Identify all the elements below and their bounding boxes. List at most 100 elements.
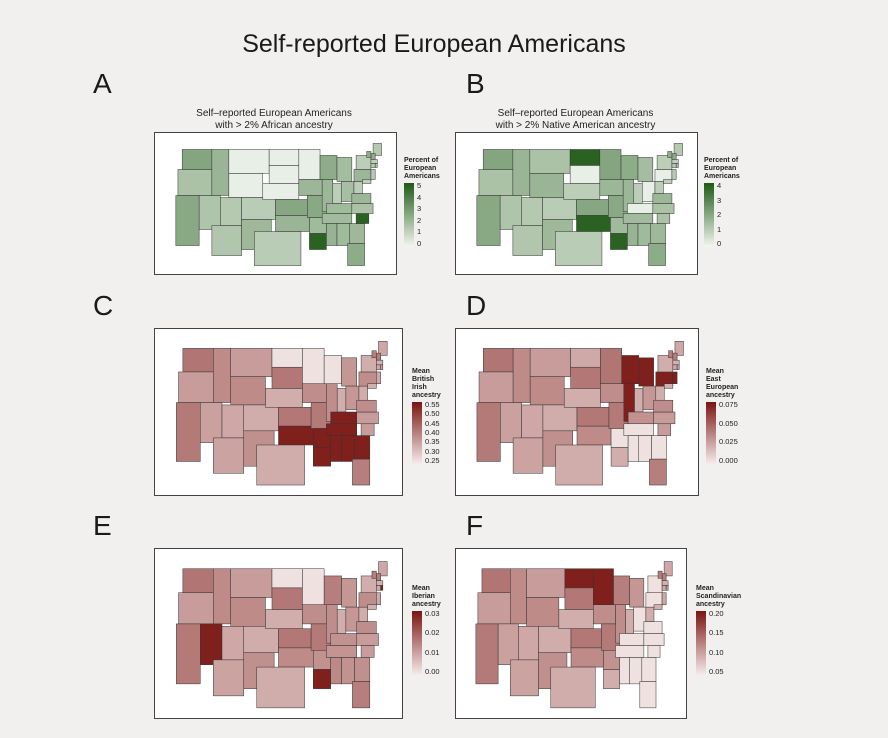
us-choropleth: [475, 561, 673, 709]
legend-tick-label: 0.55: [425, 400, 440, 409]
state-rhode-island: [675, 163, 679, 168]
state-iowa: [298, 179, 323, 196]
state-georgia: [650, 223, 666, 244]
state-maryland: [664, 383, 674, 389]
panel-b-legend: Percent of European Americans 4 3 2 1 0: [704, 157, 764, 267]
state-wyoming: [526, 597, 560, 627]
legend-tick-label: 0.50: [425, 409, 440, 419]
state-nevada: [198, 195, 221, 230]
state-wisconsin: [613, 575, 630, 605]
state-montana: [529, 149, 571, 174]
state-iowa: [302, 383, 327, 403]
state-texas: [256, 444, 305, 486]
state-montana: [526, 568, 566, 598]
state-michigan: [637, 157, 654, 182]
panel-b-subtitle: Self–reported European Americans with > …: [495, 108, 656, 131]
legend-tick-label: 4: [417, 192, 422, 202]
legend-colorbar: [696, 611, 706, 675]
legend-colorbar: [412, 402, 422, 464]
state-oklahoma: [570, 647, 604, 668]
state-colorado: [241, 197, 276, 220]
state-nebraska: [563, 183, 601, 200]
state-florida: [639, 681, 657, 709]
state-nevada: [499, 195, 522, 230]
state-north-dakota: [271, 348, 303, 368]
state-west-virginia: [654, 181, 664, 194]
state-california: [476, 402, 501, 462]
state-alabama: [629, 657, 643, 685]
panel-letter-e: E: [93, 510, 112, 541]
state-kansas: [576, 199, 609, 216]
state-wyoming: [529, 376, 565, 406]
state-new-jersey: [671, 169, 677, 180]
state-florida: [352, 681, 371, 709]
state-kansas: [576, 407, 610, 427]
legend-title: Percent of European Americans: [404, 157, 440, 180]
state-mississippi: [330, 657, 342, 685]
state-washington: [482, 149, 514, 170]
state-maryland: [367, 383, 377, 389]
state-utah: [220, 197, 242, 226]
state-tennessee: [615, 645, 645, 658]
state-new-hampshire: [376, 352, 381, 361]
state-alabama: [638, 435, 652, 462]
state-washington: [182, 568, 214, 593]
state-maine: [372, 143, 382, 156]
state-arizona: [512, 437, 544, 474]
state-colorado: [243, 404, 279, 432]
legend-tick-label: 5: [417, 181, 422, 190]
state-indiana: [336, 609, 347, 634]
state-florida: [347, 243, 365, 266]
us-choropleth: [176, 341, 388, 486]
state-michigan: [341, 578, 357, 608]
state-idaho: [510, 568, 527, 625]
state-south-dakota: [569, 165, 601, 184]
state-wyoming: [230, 376, 266, 406]
legend-tick-label: 1: [717, 224, 722, 234]
legend-tick-label: 0.10: [709, 647, 724, 657]
legend-tick-label: 0.00: [425, 667, 440, 676]
state-washington: [182, 348, 214, 373]
state-oregon: [478, 371, 514, 403]
state-wyoming: [230, 597, 266, 627]
legend-tick-label: 0.25: [425, 456, 440, 465]
legend-tick-label: 0.05: [709, 667, 724, 676]
state-south-carolina: [657, 423, 671, 436]
state-washington: [181, 149, 213, 170]
state-washington: [483, 348, 514, 373]
panel-d-map: [455, 328, 699, 496]
state-connecticut: [370, 163, 376, 168]
state-new-hampshire: [661, 573, 667, 581]
state-utah: [521, 404, 544, 439]
legend-tick-label: 1: [417, 227, 422, 237]
state-rhode-island: [676, 364, 680, 370]
state-louisiana: [313, 669, 331, 689]
state-florida: [352, 458, 371, 486]
state-louisiana: [309, 233, 327, 250]
state-maryland: [362, 179, 372, 184]
state-minnesota: [593, 568, 614, 605]
legend-tick-label: 0.35: [425, 437, 440, 447]
state-connecticut: [671, 163, 677, 168]
state-north-carolina: [653, 411, 676, 425]
figure-title: Self-reported European Americans: [242, 30, 626, 58]
state-massachusetts: [376, 580, 384, 586]
state-california: [176, 402, 201, 462]
state-nevada: [200, 402, 223, 443]
state-georgia: [349, 223, 365, 244]
state-kansas: [278, 628, 312, 649]
state-massachusetts: [672, 359, 680, 366]
state-connecticut: [672, 364, 678, 370]
state-minnesota: [298, 149, 321, 180]
state-texas: [555, 444, 603, 486]
state-kentucky: [627, 411, 654, 425]
state-virginia: [351, 193, 372, 204]
state-new-jersey: [376, 371, 381, 384]
us-choropleth: [176, 561, 388, 709]
state-colorado: [542, 404, 578, 432]
state-idaho: [213, 348, 231, 403]
state-massachusetts: [671, 159, 679, 164]
state-georgia: [354, 435, 371, 460]
state-georgia: [651, 435, 667, 460]
state-north-dakota: [271, 568, 303, 589]
